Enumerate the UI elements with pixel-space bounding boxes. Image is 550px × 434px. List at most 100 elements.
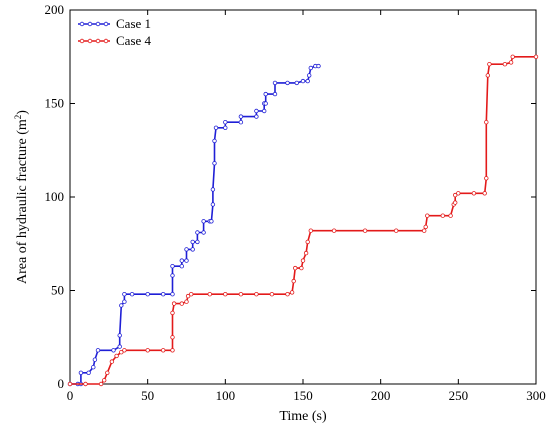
y-tick-label: 200 [45, 2, 65, 17]
data-point [86, 370, 91, 375]
data-point [285, 292, 290, 297]
data-point [502, 61, 508, 67]
series-layer [67, 54, 539, 387]
data-point [83, 381, 88, 387]
data-point [508, 60, 514, 65]
data-point [184, 258, 189, 263]
legend-marker [95, 38, 101, 44]
data-point [145, 292, 150, 297]
data-point [101, 378, 107, 383]
data-point [308, 228, 313, 233]
legend-marker [103, 21, 109, 27]
data-point [533, 54, 539, 59]
x-tick-label: 200 [371, 388, 391, 403]
data-point [300, 78, 306, 84]
data-point [145, 348, 150, 353]
legend-marker [95, 21, 101, 27]
data-point [114, 353, 119, 359]
data-point [316, 63, 321, 69]
data-point [238, 114, 244, 119]
x-axis-ticks: 0 50 100 150 200 250 300 [67, 10, 546, 403]
series-1 [67, 63, 321, 387]
x-tick-label: 50 [141, 388, 154, 403]
data-point [117, 344, 122, 349]
data-point [223, 125, 228, 130]
data-point [184, 247, 189, 252]
data-point [307, 73, 312, 78]
data-point [422, 228, 427, 233]
data-point [170, 348, 175, 353]
x-tick-label: 250 [449, 388, 469, 403]
data-point [111, 348, 116, 353]
data-point [210, 187, 216, 192]
data-point [212, 138, 217, 144]
x-tick-label: 150 [293, 388, 313, 403]
data-point [170, 335, 175, 340]
data-point [303, 250, 309, 256]
data-point [263, 91, 268, 97]
data-point [293, 265, 298, 271]
data-point [184, 299, 189, 304]
data-point [78, 370, 84, 375]
x-axis-title: Time (s) [279, 409, 327, 424]
data-point [67, 381, 73, 387]
data-point [285, 80, 290, 86]
legend-label: Case 4 [116, 33, 152, 48]
data-point [160, 348, 166, 353]
data-point [119, 350, 124, 355]
data-point [170, 273, 175, 278]
data-point [456, 191, 461, 196]
data-point [190, 239, 195, 245]
series-2 [67, 54, 539, 387]
data-point [238, 292, 244, 297]
data-point [207, 292, 212, 297]
legend: Case 1 Case 4 [78, 16, 152, 48]
legend-marker [103, 38, 109, 44]
data-point [170, 310, 175, 316]
data-point [289, 290, 295, 295]
data-point [425, 213, 430, 218]
data-point [362, 228, 368, 233]
plot-area [69, 9, 537, 385]
data-point [171, 301, 177, 306]
data-point [238, 119, 244, 125]
data-point [119, 303, 124, 308]
y-axis-title-end: ) [15, 110, 30, 115]
data-point [209, 219, 214, 224]
data-point [305, 239, 310, 245]
data-point [305, 78, 310, 84]
data-point [179, 264, 184, 269]
data-point [272, 91, 278, 97]
data-point [487, 61, 492, 67]
legend-marker [79, 38, 85, 44]
legend-label: Case 1 [116, 16, 151, 31]
data-point [210, 202, 216, 207]
data-point [122, 292, 127, 297]
data-point [122, 348, 127, 353]
data-point [213, 125, 219, 130]
y-axis-title: Area of hydraulic fracture (m2) [13, 110, 30, 284]
data-point [195, 230, 200, 235]
data-point [269, 292, 275, 297]
series-line [70, 65, 319, 385]
data-point [510, 54, 515, 59]
y-tick-label: 50 [51, 283, 64, 298]
legend-marker [87, 21, 93, 27]
data-point [179, 301, 184, 306]
data-point [308, 65, 313, 71]
data-point [160, 292, 166, 297]
y-axis-title-sup: 2 [13, 115, 23, 120]
y-tick-label: 0 [58, 376, 65, 391]
legend-marker [87, 38, 93, 44]
data-point [95, 348, 101, 353]
data-point [254, 108, 259, 114]
data-point [190, 247, 195, 252]
series-line [70, 56, 536, 385]
data-point [195, 239, 200, 245]
y-axis-ticks: 0 50 100 150 200 [45, 2, 536, 391]
data-point [98, 381, 104, 387]
data-point [201, 219, 206, 224]
data-point [263, 101, 268, 106]
data-point [394, 228, 399, 233]
data-point [272, 80, 278, 86]
